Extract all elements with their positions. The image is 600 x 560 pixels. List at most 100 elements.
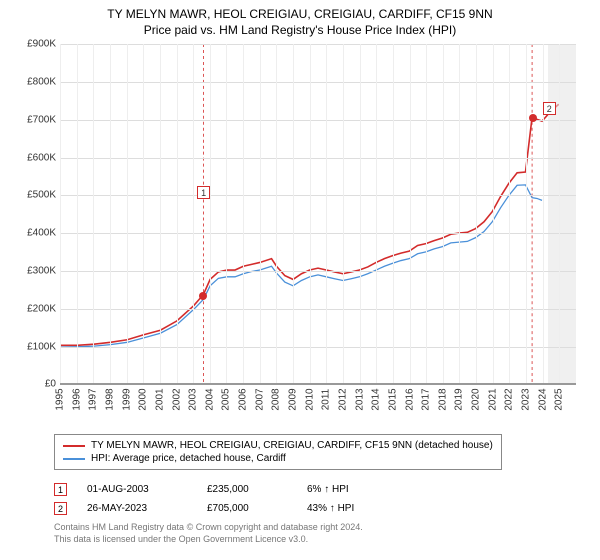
marker-callout: 1 bbox=[197, 186, 210, 199]
x-tick-label: 2008 bbox=[271, 389, 282, 411]
x-tick-label: 2010 bbox=[304, 389, 315, 411]
x-tick-label: 2011 bbox=[321, 389, 332, 411]
y-gridline bbox=[60, 271, 576, 272]
x-tick-label: 2021 bbox=[487, 389, 498, 411]
x-tick-label: 2022 bbox=[504, 389, 515, 411]
x-gridline bbox=[310, 44, 311, 383]
y-tick-label: £700K bbox=[20, 114, 56, 125]
series-hpi bbox=[61, 185, 542, 347]
x-tick-label: 2016 bbox=[404, 389, 415, 411]
x-tick-label: 2018 bbox=[437, 389, 448, 411]
x-tick-label: 2019 bbox=[454, 389, 465, 411]
transaction-marker-box: 1 bbox=[54, 483, 67, 496]
x-gridline bbox=[543, 44, 544, 383]
transaction-date: 26-MAY-2023 bbox=[87, 503, 187, 514]
transactions-table: 101-AUG-2003£235,0006% ↑ HPI226-MAY-2023… bbox=[54, 480, 580, 518]
title-line-1: TY MELYN MAWR, HEOL CREIGIAU, CREIGIAU, … bbox=[10, 6, 590, 22]
transaction-date: 01-AUG-2003 bbox=[87, 484, 187, 495]
y-tick-label: £0 bbox=[20, 379, 56, 390]
x-gridline bbox=[559, 44, 560, 383]
marker-dot bbox=[199, 292, 207, 300]
legend-swatch-hpi bbox=[63, 458, 85, 460]
x-tick-label: 2003 bbox=[188, 389, 199, 411]
x-tick-label: 2009 bbox=[288, 389, 299, 411]
x-gridline bbox=[210, 44, 211, 383]
x-gridline bbox=[509, 44, 510, 383]
x-gridline bbox=[177, 44, 178, 383]
x-tick-label: 1999 bbox=[121, 389, 132, 411]
x-tick-label: 2005 bbox=[221, 389, 232, 411]
x-tick-label: 2012 bbox=[337, 389, 348, 411]
chart-container: TY MELYN MAWR, HEOL CREIGIAU, CREIGIAU, … bbox=[0, 0, 600, 560]
x-tick-label: 2024 bbox=[537, 389, 548, 411]
x-gridline bbox=[459, 44, 460, 383]
x-gridline bbox=[326, 44, 327, 383]
y-gridline bbox=[60, 347, 576, 348]
x-tick-label: 2004 bbox=[204, 389, 215, 411]
y-gridline bbox=[60, 195, 576, 196]
plot-area: £0£100K£200K£300K£400K£500K£600K£700K£80… bbox=[60, 44, 576, 384]
y-gridline bbox=[60, 82, 576, 83]
footer-line-1: Contains HM Land Registry data © Crown c… bbox=[54, 522, 580, 534]
x-tick-label: 2023 bbox=[521, 389, 532, 411]
series-svg bbox=[60, 44, 576, 383]
x-tick-label: 2013 bbox=[354, 389, 365, 411]
x-tick-label: 1997 bbox=[88, 389, 99, 411]
x-gridline bbox=[293, 44, 294, 383]
footer-attribution: Contains HM Land Registry data © Crown c… bbox=[54, 522, 580, 545]
x-gridline bbox=[226, 44, 227, 383]
marker-callout: 2 bbox=[543, 102, 556, 115]
x-tick-label: 2000 bbox=[138, 389, 149, 411]
y-tick-label: £600K bbox=[20, 152, 56, 163]
x-gridline bbox=[193, 44, 194, 383]
x-gridline bbox=[343, 44, 344, 383]
x-gridline bbox=[160, 44, 161, 383]
x-gridline bbox=[77, 44, 78, 383]
transaction-price: £705,000 bbox=[207, 503, 287, 514]
y-gridline bbox=[60, 120, 576, 121]
y-tick-label: £500K bbox=[20, 190, 56, 201]
x-gridline bbox=[127, 44, 128, 383]
legend-row-price-paid: TY MELYN MAWR, HEOL CREIGIAU, CREIGIAU, … bbox=[63, 439, 493, 452]
x-tick-label: 2017 bbox=[421, 389, 432, 411]
x-tick-label: 2002 bbox=[171, 389, 182, 411]
legend-label-hpi: HPI: Average price, detached house, Card… bbox=[91, 453, 286, 464]
x-gridline bbox=[426, 44, 427, 383]
transaction-row: 101-AUG-2003£235,0006% ↑ HPI bbox=[54, 480, 580, 499]
y-tick-label: £800K bbox=[20, 77, 56, 88]
plot: £0£100K£200K£300K£400K£500K£600K£700K£80… bbox=[20, 44, 580, 404]
x-gridline bbox=[526, 44, 527, 383]
y-tick-label: £100K bbox=[20, 341, 56, 352]
x-tick-label: 2006 bbox=[238, 389, 249, 411]
x-gridline bbox=[393, 44, 394, 383]
y-tick-label: £200K bbox=[20, 303, 56, 314]
x-gridline bbox=[476, 44, 477, 383]
x-gridline bbox=[60, 44, 61, 383]
shaded-future-region bbox=[548, 44, 576, 383]
legend-swatch-price-paid bbox=[63, 445, 85, 447]
chart-title: TY MELYN MAWR, HEOL CREIGIAU, CREIGIAU, … bbox=[10, 6, 590, 38]
y-gridline bbox=[60, 309, 576, 310]
x-tick-label: 2001 bbox=[154, 389, 165, 411]
marker-dot bbox=[529, 114, 537, 122]
legend: TY MELYN MAWR, HEOL CREIGIAU, CREIGIAU, … bbox=[54, 434, 502, 470]
x-gridline bbox=[443, 44, 444, 383]
transaction-row: 2 26-MAY-2023 £705,000 43% ↑ HPI bbox=[54, 499, 580, 518]
x-tick-label: 2020 bbox=[471, 389, 482, 411]
x-tick-label: 1996 bbox=[71, 389, 82, 411]
x-tick-label: 2007 bbox=[254, 389, 265, 411]
transaction-delta: 6% ↑ HPI bbox=[307, 484, 397, 495]
x-tick-label: 2025 bbox=[554, 389, 565, 411]
transaction-marker-box: 2 bbox=[54, 502, 67, 515]
x-gridline bbox=[276, 44, 277, 383]
footer-line-2: This data is licensed under the Open Gov… bbox=[54, 534, 580, 546]
x-gridline bbox=[410, 44, 411, 383]
y-tick-label: £400K bbox=[20, 228, 56, 239]
y-gridline bbox=[60, 384, 576, 385]
legend-label-price-paid: TY MELYN MAWR, HEOL CREIGIAU, CREIGIAU, … bbox=[91, 440, 493, 451]
x-gridline bbox=[493, 44, 494, 383]
transaction-delta: 43% ↑ HPI bbox=[307, 503, 397, 514]
x-gridline bbox=[243, 44, 244, 383]
x-gridline bbox=[360, 44, 361, 383]
y-tick-label: £900K bbox=[20, 39, 56, 50]
